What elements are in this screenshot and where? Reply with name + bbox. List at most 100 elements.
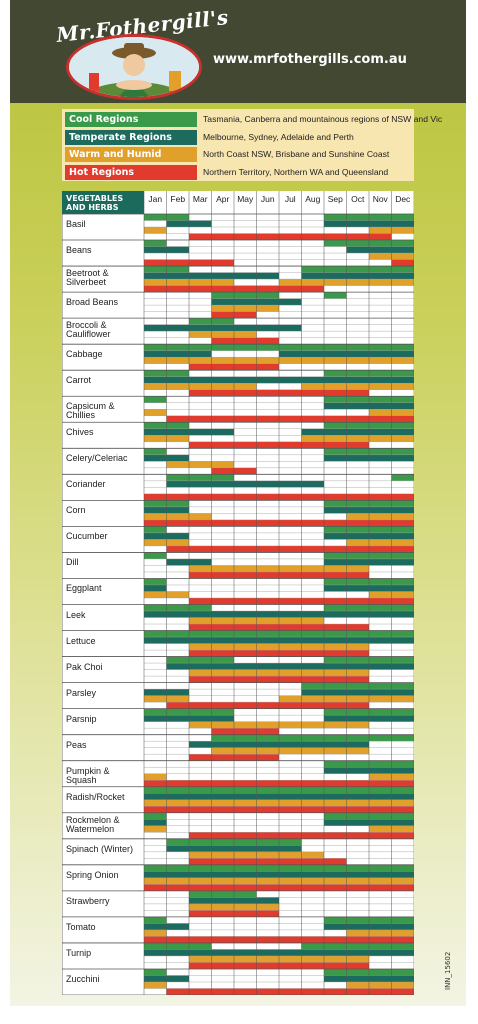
planting-cell — [256, 936, 279, 943]
planting-cell — [369, 454, 392, 462]
planting-cell — [391, 493, 414, 501]
planting-cell — [369, 350, 392, 358]
planting-cell — [166, 500, 189, 507]
planting-cell — [189, 611, 212, 618]
planting-cell — [211, 955, 234, 963]
planting-cell — [234, 480, 257, 488]
planting-cell — [279, 832, 302, 839]
planting-cell — [211, 279, 234, 286]
region-legend: Cool Regions Tasmania, Canberra and mount… — [62, 109, 442, 181]
planting-cell — [144, 266, 167, 273]
planting-cell — [346, 949, 369, 956]
planting-cell — [144, 604, 167, 612]
planting-cell — [346, 396, 369, 403]
planting-cell — [211, 565, 234, 572]
planting-cell — [369, 422, 392, 429]
planting-cell — [256, 285, 279, 293]
planting-cell — [369, 448, 392, 455]
planting-cell — [211, 858, 234, 865]
planting-cell — [391, 923, 414, 930]
planting-cell — [256, 643, 279, 651]
planting-cell — [346, 955, 369, 963]
planting-cell — [189, 897, 212, 904]
planting-cell — [189, 571, 212, 579]
planting-cell — [189, 741, 212, 748]
planting-cell — [279, 650, 302, 657]
vegetable-label: Lettuce — [66, 635, 96, 646]
planting-cell — [211, 305, 234, 312]
planting-cell — [166, 272, 189, 280]
planting-cell — [301, 702, 324, 709]
planting-cell — [256, 669, 279, 677]
planting-cell — [144, 357, 167, 364]
planting-cell — [166, 259, 189, 267]
planting-cell — [144, 532, 167, 540]
planting-cell — [346, 962, 369, 969]
planting-cell — [369, 493, 392, 501]
planting-cell — [144, 812, 167, 820]
planting-cell — [346, 220, 369, 228]
planting-cell — [369, 799, 392, 807]
planting-cell — [234, 389, 257, 397]
planting-cell — [166, 428, 189, 436]
planting-cell — [166, 715, 189, 722]
planting-cell — [346, 578, 369, 585]
planting-cell — [189, 233, 212, 241]
planting-cell — [279, 643, 302, 651]
planting-cell — [301, 689, 324, 696]
planting-cell — [189, 513, 212, 520]
planting-cell — [279, 884, 302, 891]
planting-cell — [234, 285, 257, 293]
planting-cell — [391, 786, 414, 794]
planting-cell — [369, 942, 392, 950]
planting-cell — [189, 903, 212, 911]
vegetable-label: Celery/Celeriac — [66, 453, 128, 464]
planting-cell — [346, 760, 369, 768]
legend-region-description: Tasmania, Canberra and mountainous regio… — [203, 114, 443, 124]
planting-cell — [144, 630, 167, 638]
planting-cell — [144, 246, 167, 254]
planting-cell — [391, 357, 414, 364]
planting-cell — [144, 272, 167, 280]
planting-cell — [324, 741, 347, 748]
planting-cell — [324, 370, 347, 377]
planting-cell — [144, 871, 167, 878]
planting-cell — [346, 565, 369, 572]
planting-cell — [279, 663, 302, 670]
planting-cell — [166, 454, 189, 462]
planting-cell — [301, 643, 324, 651]
planting-cell — [346, 441, 369, 449]
planting-cell — [369, 513, 392, 520]
planting-cell — [166, 877, 189, 885]
planting-cell — [256, 851, 279, 859]
planting-cell — [369, 376, 392, 384]
planting-cell — [391, 663, 414, 670]
planting-cell — [144, 350, 167, 358]
planting-cell — [279, 949, 302, 956]
header-banner: Mr.Fothergill's www.mrfothergills.com.au — [10, 0, 466, 103]
planting-cell — [324, 279, 347, 286]
vegetable-label: Turnip — [66, 947, 92, 958]
planting-cell — [144, 884, 167, 891]
planting-cell — [234, 545, 257, 553]
planting-cell — [211, 864, 234, 872]
planting-cell — [391, 376, 414, 384]
planting-cell — [279, 298, 302, 306]
planting-cell — [234, 519, 257, 527]
planting-cell — [324, 760, 347, 768]
planting-cell — [234, 877, 257, 885]
planting-cell — [369, 689, 392, 696]
planting-cell — [189, 363, 212, 371]
planting-cell — [369, 584, 392, 592]
planting-cell — [144, 708, 167, 716]
planting-cell — [301, 624, 324, 631]
planting-cell — [211, 324, 234, 332]
planting-cell — [324, 858, 347, 865]
planting-cell — [369, 715, 392, 722]
planting-cell — [256, 728, 279, 735]
planting-cell — [166, 422, 189, 429]
planting-cell — [234, 728, 257, 735]
planting-cell — [144, 214, 167, 221]
planting-cell — [346, 786, 369, 794]
planting-cell — [324, 532, 347, 540]
